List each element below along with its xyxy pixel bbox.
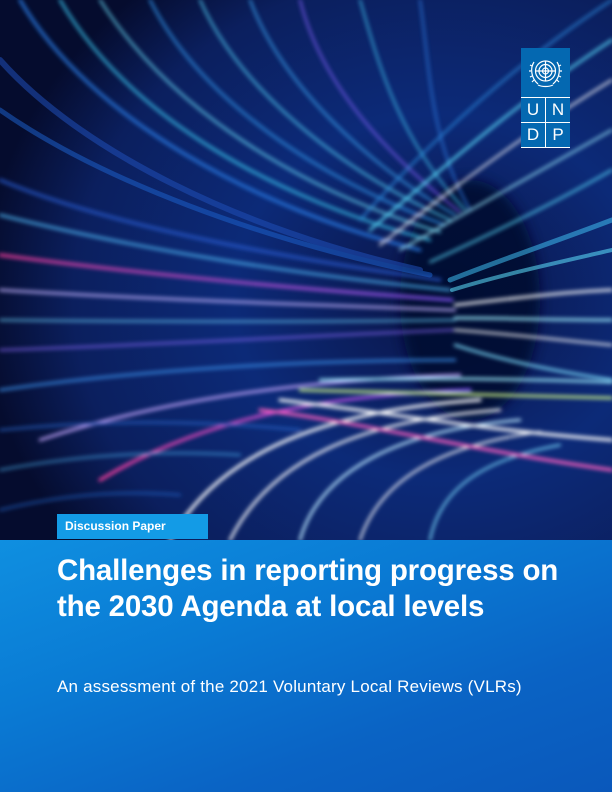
- title-panel: [0, 540, 612, 792]
- document-type-label: Discussion Paper: [57, 514, 208, 539]
- light-streaks-image: [0, 0, 612, 540]
- document-subtitle: An assessment of the 2021 Voluntary Loca…: [57, 677, 522, 696]
- undp-logo: U N D P: [521, 48, 570, 148]
- document-title: Challenges in reporting progress on the …: [57, 554, 559, 623]
- logo-letter-p: P: [546, 123, 570, 147]
- logo-letter-d: D: [521, 123, 545, 147]
- un-emblem-icon: [521, 48, 570, 97]
- logo-letter-u: U: [521, 98, 545, 122]
- undp-letters: U N D P: [521, 98, 570, 148]
- logo-letter-n: N: [546, 98, 570, 122]
